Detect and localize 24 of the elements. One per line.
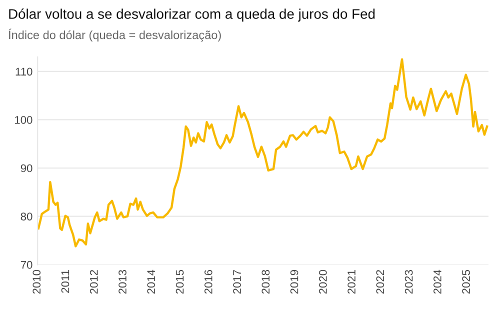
x-tick-label: 2020 <box>318 270 327 294</box>
x-tick-label: 2015 <box>176 270 184 294</box>
x-tick-label: 2018 <box>262 270 270 294</box>
y-tick-label: 70 <box>20 260 32 269</box>
x-tick-label: 2014 <box>147 270 156 294</box>
x-tick-label: 2017 <box>233 270 241 294</box>
y-tick-label: 100 <box>15 116 32 124</box>
y-tick-label: 80 <box>20 212 32 220</box>
y-tick-label: 110 <box>16 68 32 76</box>
chart-title: Dólar voltou a se desvalorizar com a queda de juros do Fed <box>9 8 375 22</box>
x-tick-label: 2021 <box>348 270 356 294</box>
x-tick-label: 2016 <box>204 270 212 294</box>
chart-subtitle: Índice do dólar (queda = desvalorização) <box>8 28 221 42</box>
x-tick-label: 2025 <box>462 270 470 294</box>
x-tick-label: 2011 <box>61 270 70 293</box>
x-tick-label: 2010 <box>32 270 41 294</box>
y-tick-label: 90 <box>20 164 32 172</box>
x-tick-label: 2023 <box>404 270 413 294</box>
x-tick-label: 2019 <box>290 270 298 294</box>
x-tick-label: 2013 <box>118 270 126 294</box>
line-series <box>38 58 488 248</box>
x-tick-label: 2022 <box>376 270 384 294</box>
x-tick-label: 2012 <box>90 270 98 294</box>
x-tick-label: 2024 <box>433 270 442 294</box>
